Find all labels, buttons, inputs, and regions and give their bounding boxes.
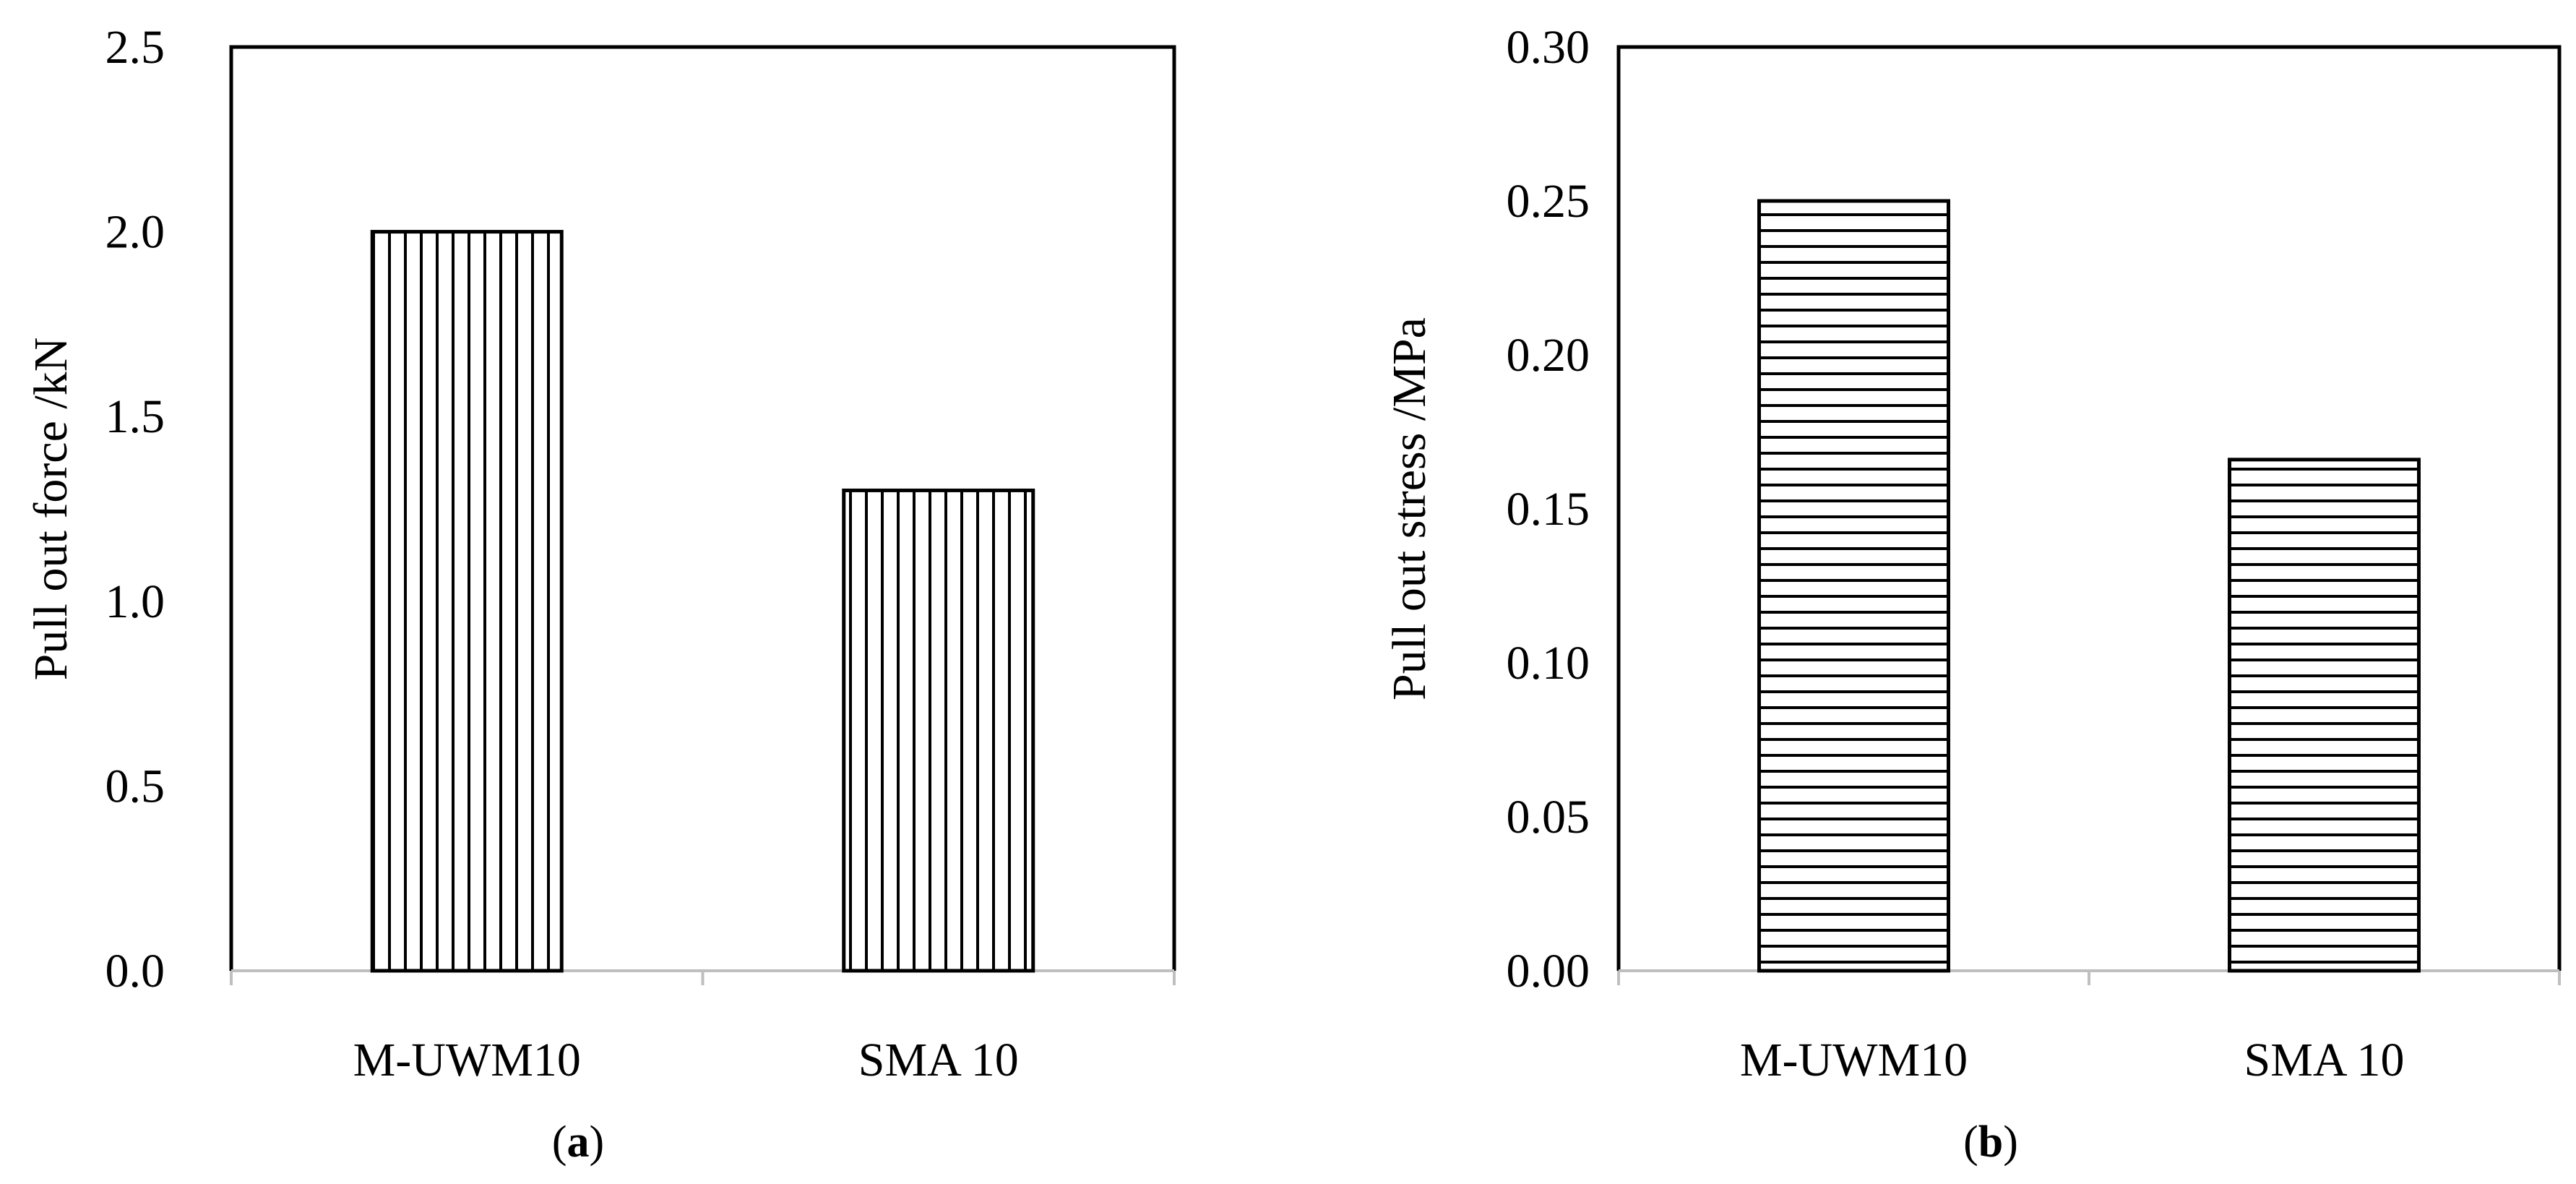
x-tick-label: M-UWM10 [1740,1034,1968,1086]
y-tick-label: 2.0 [105,206,165,259]
plot-frame [229,45,1176,971]
panel-caption: (b) [1963,1117,2018,1167]
y-tick-label: 0.15 [1507,483,1590,536]
bar-sma-10 [2228,458,2421,973]
chart-panel-b: 0.00 0.05 0.10 0.15 0.20 0.25 0.30 M-UWM10 SMA 1… [1383,21,2562,1167]
y-tick-label: 0.10 [1507,637,1590,690]
panel-caption: (a) [552,1117,604,1167]
y-tick-label: 1.5 [105,390,165,443]
y-tick-label: 0.30 [1507,21,1590,74]
y-tick-label: 0.5 [105,760,165,812]
x-tick-label: SMA 10 [858,1034,1019,1086]
plot-frame [1616,45,2562,971]
y-tick-label: 0.00 [1507,945,1590,998]
x-tick-label: M-UWM10 [353,1034,581,1086]
bar-m-uwm10 [1757,199,1950,973]
y-axis-title: Pull out stress /MPa [1383,317,1436,700]
bar-m-uwm10 [370,230,564,973]
y-tick-label: 0.20 [1507,329,1590,382]
y-axis-title: Pull out force /kN [25,338,77,681]
y-tick-label: 0.0 [105,945,165,998]
y-tick-label: 1.0 [105,575,165,628]
chart-panel-a: 0.0 0.5 1.0 1.5 2.0 2.5 M-UWM10 SMA 10 Pull out … [25,21,1176,1167]
y-tick-label: 0.05 [1507,791,1590,844]
y-tick-label: 2.5 [105,21,165,74]
x-tick-label: SMA 10 [2244,1034,2405,1086]
bar-sma-10 [842,488,1035,973]
y-tick-label: 0.25 [1507,175,1590,228]
